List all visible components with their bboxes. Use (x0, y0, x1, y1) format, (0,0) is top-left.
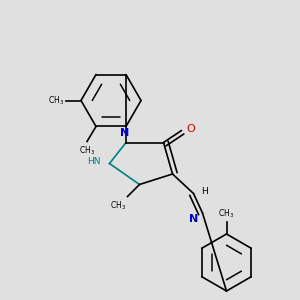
Text: CH$_3$: CH$_3$ (48, 94, 64, 107)
Text: CH$_3$: CH$_3$ (79, 145, 95, 157)
Text: N: N (120, 128, 129, 138)
Text: N: N (189, 214, 198, 224)
Text: O: O (186, 124, 195, 134)
Text: CH$_3$: CH$_3$ (110, 200, 126, 212)
Text: CH$_3$: CH$_3$ (218, 208, 235, 220)
Text: H: H (201, 188, 208, 196)
Text: HN: HN (87, 158, 101, 166)
